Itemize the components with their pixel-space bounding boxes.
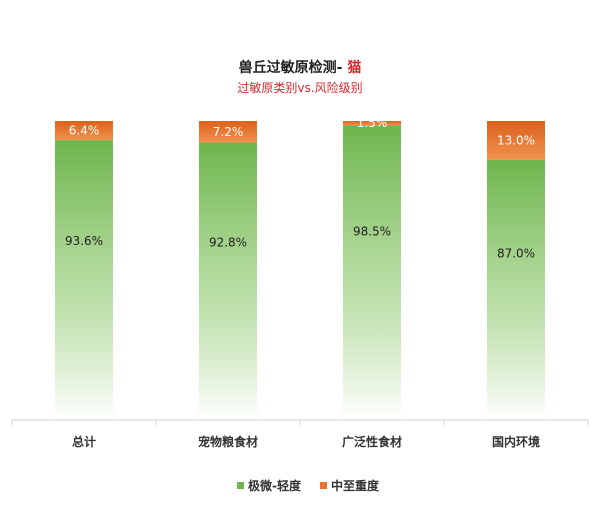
- bar-severe-0: [55, 121, 113, 141]
- chart-title-highlight: 猫: [347, 59, 361, 76]
- legend-swatch-mild: [237, 482, 244, 489]
- data-label-severe-2: 1.5%: [357, 116, 388, 130]
- bar-mild-2: [343, 125, 401, 421]
- x-tick-label-1: 宠物粮食材: [198, 434, 258, 449]
- data-label-severe-3: 13.0%: [497, 133, 535, 147]
- legend: 极微-轻度 中至重度: [237, 478, 380, 493]
- data-label-severe-1: 7.2%: [213, 125, 244, 139]
- bars-layer: 93.6% 6.4% 92.8% 7.2% 98.5% 1.5% 87.0% 13.0%: [55, 116, 545, 421]
- chart-title-prefix: 兽丘过敏原检测-: [239, 59, 348, 76]
- data-label-mild-0: 93.6%: [65, 234, 103, 248]
- legend-label-mild: 极微-轻度: [248, 478, 302, 493]
- bar-mild-3: [487, 159, 545, 420]
- chart-title: 兽丘过敏原检测- 猫: [239, 59, 362, 76]
- x-tick-label-2: 广泛性食材: [342, 434, 402, 449]
- bar-severe-2: [343, 121, 401, 126]
- data-label-mild-1: 92.8%: [209, 235, 247, 249]
- legend-swatch-severe: [320, 482, 327, 489]
- bar-severe-3: [487, 121, 545, 160]
- x-tick-label-0: 总计: [72, 434, 96, 449]
- data-label-mild-3: 87.0%: [497, 247, 535, 261]
- x-tick-label-3: 国内环境: [492, 434, 540, 449]
- bar-mild-0: [55, 140, 113, 421]
- x-axis-ticks: [11, 420, 589, 425]
- data-label-mild-2: 98.5%: [353, 225, 391, 239]
- bar-severe-1: [199, 121, 257, 143]
- chart-subtitle: 过敏原类别vs.风险级别: [237, 80, 362, 95]
- legend-label-severe: 中至重度: [331, 478, 380, 493]
- bar-mild-1: [199, 142, 257, 420]
- x-axis-labels: 总计 宠物粮食材 广泛性食材 国内环境: [72, 434, 540, 449]
- data-label-severe-0: 6.4%: [69, 124, 100, 138]
